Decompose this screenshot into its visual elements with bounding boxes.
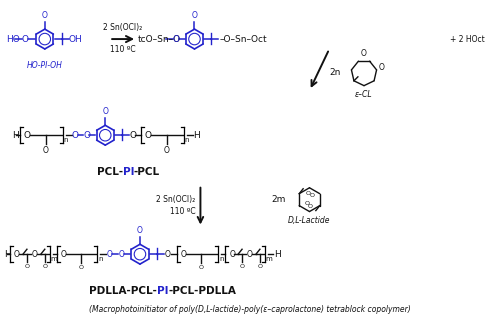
Text: PCL-: PCL- (97, 167, 123, 177)
Text: –O–Sn–Oct: –O–Sn–Oct (220, 34, 267, 43)
Text: O: O (118, 250, 124, 259)
Text: ε–CL: ε–CL (355, 90, 373, 99)
Text: H: H (194, 131, 200, 140)
Text: O: O (361, 49, 367, 58)
Text: O: O (79, 265, 84, 270)
Text: O: O (192, 11, 198, 20)
Text: O: O (137, 226, 143, 235)
Text: O: O (84, 131, 90, 140)
Text: m: m (266, 256, 272, 262)
Text: m: m (50, 256, 58, 262)
Text: 2m: 2m (272, 195, 285, 204)
Text: -PCL: -PCL (133, 167, 159, 177)
Text: O: O (164, 250, 170, 259)
Text: O: O (102, 108, 108, 116)
Text: O: O (247, 250, 253, 259)
Text: O: O (164, 146, 170, 155)
Text: n: n (98, 256, 103, 262)
Text: 2n: 2n (330, 68, 341, 77)
Text: O: O (240, 264, 244, 269)
Text: O: O (24, 131, 31, 140)
Text: HO-PI-OH: HO-PI-OH (27, 61, 63, 70)
Text: (Macrophotoinitiator of poly(D,L-lactide)-poly(ε–caprolactone) tetrablock copoly: (Macrophotoinitiator of poly(D,L-lactide… (89, 305, 411, 314)
Text: O: O (310, 193, 315, 198)
Text: H: H (4, 250, 11, 259)
Text: O: O (306, 191, 311, 196)
Text: H: H (12, 131, 19, 140)
Text: O: O (379, 63, 385, 72)
Text: PI: PI (123, 167, 134, 177)
Text: O: O (14, 250, 20, 259)
Text: O: O (22, 34, 29, 43)
Text: 110 ºC: 110 ºC (170, 207, 196, 216)
Text: HO: HO (6, 34, 20, 43)
Text: n: n (184, 137, 189, 143)
Text: O: O (180, 250, 186, 259)
Text: O: O (106, 250, 112, 259)
Text: O: O (60, 250, 66, 259)
Text: O: O (258, 264, 262, 269)
Text: -PCL-PDLLA: -PCL-PDLLA (168, 286, 236, 296)
Text: O: O (199, 265, 204, 270)
Text: n: n (220, 256, 224, 262)
Text: O: O (308, 204, 313, 209)
Text: 2 Sn(OCl)₂: 2 Sn(OCl)₂ (104, 23, 142, 32)
Text: n: n (64, 137, 68, 143)
Text: OH: OH (68, 34, 82, 43)
Text: O: O (304, 201, 309, 206)
Text: O: O (42, 264, 48, 269)
Text: O: O (72, 131, 78, 140)
Text: O: O (42, 11, 48, 20)
Text: O: O (129, 131, 136, 140)
Text: tcO–Sn–O: tcO–Sn–O (138, 34, 181, 43)
Text: O: O (32, 250, 38, 259)
Text: O: O (24, 264, 29, 269)
Text: 2 Sn(OCl)₂: 2 Sn(OCl)₂ (156, 195, 196, 204)
Text: O: O (229, 250, 235, 259)
Text: O: O (172, 34, 180, 43)
Text: H: H (274, 250, 280, 259)
Text: 110 ºC: 110 ºC (110, 45, 136, 54)
Text: PDLLA-PCL-: PDLLA-PCL- (89, 286, 157, 296)
Text: + 2 HOct: + 2 HOct (450, 34, 485, 43)
Text: D,L-Lactide: D,L-Lactide (288, 215, 331, 224)
Text: PI: PI (157, 286, 168, 296)
Text: O: O (145, 131, 152, 140)
Text: O: O (43, 146, 49, 155)
